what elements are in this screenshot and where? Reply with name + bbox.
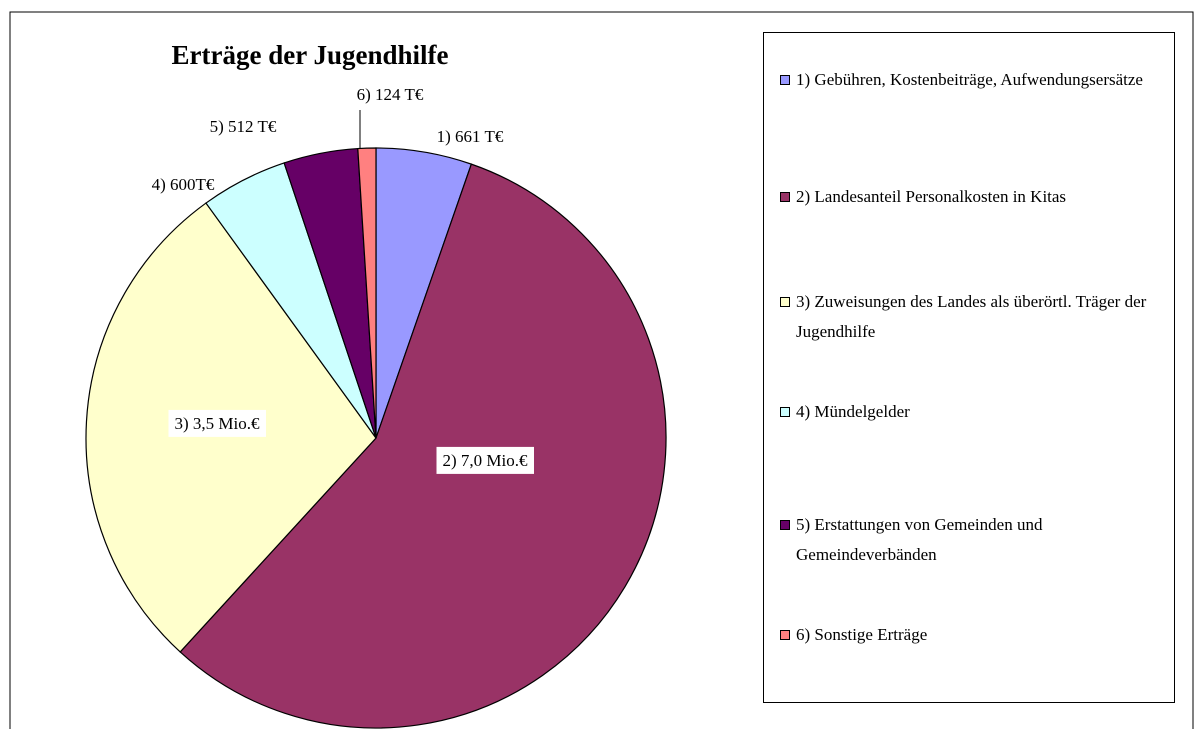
data-label-bg <box>436 446 534 474</box>
data-label: 4) 600T€ <box>152 175 215 194</box>
data-label: 1) 661 T€ <box>437 127 504 146</box>
chart-title: Erträge der Jugendhilfe <box>172 40 449 70</box>
legend-entry: 5) Erstattungen von Gemeinden und Gemein… <box>780 510 1186 570</box>
legend-entry: 3) Zuweisungen des Landes als überörtl. … <box>780 287 1186 347</box>
legend-label: 1) Gebühren, Kostenbeiträge, Aufwendungs… <box>796 70 1143 89</box>
legend-swatch <box>780 75 790 85</box>
data-label-bg <box>168 409 266 437</box>
legend-entry: 2) Landesanteil Personalkosten in Kitas <box>780 182 1186 212</box>
legend-entry: 4) Mündelgelder <box>780 397 1186 427</box>
legend-label: 5) Erstattungen von Gemeinden und Gemein… <box>796 515 1043 564</box>
pie-slice <box>357 147 377 439</box>
legend-label: 4) Mündelgelder <box>796 402 910 421</box>
legend-swatch <box>780 192 790 202</box>
legend-label: 2) Landesanteil Personalkosten in Kitas <box>796 187 1067 206</box>
legend-swatch <box>780 520 790 530</box>
legend-swatch <box>780 297 790 307</box>
data-label: 5) 512 T€ <box>210 117 277 136</box>
legend-swatch <box>780 407 790 417</box>
legend-swatch <box>780 630 790 640</box>
legend-label: 6) Sonstige Erträge <box>796 625 928 644</box>
legend: 1) Gebühren, Kostenbeiträge, Aufwendungs… <box>763 32 1175 703</box>
data-label: 3) 3,5 Mio.€ <box>175 414 261 433</box>
legend-entry: 1) Gebühren, Kostenbeiträge, Aufwendungs… <box>780 65 1186 95</box>
legend-entry: 6) Sonstige Erträge <box>780 620 1186 650</box>
data-label: 6) 124 T€ <box>357 85 424 104</box>
data-label: 2) 7,0 Mio.€ <box>443 451 529 470</box>
chart-frame <box>9 11 1194 729</box>
pie-slice <box>179 163 667 729</box>
legend-label: 3) Zuweisungen des Landes als überörtl. … <box>796 292 1147 341</box>
data-label-bg <box>430 122 510 150</box>
